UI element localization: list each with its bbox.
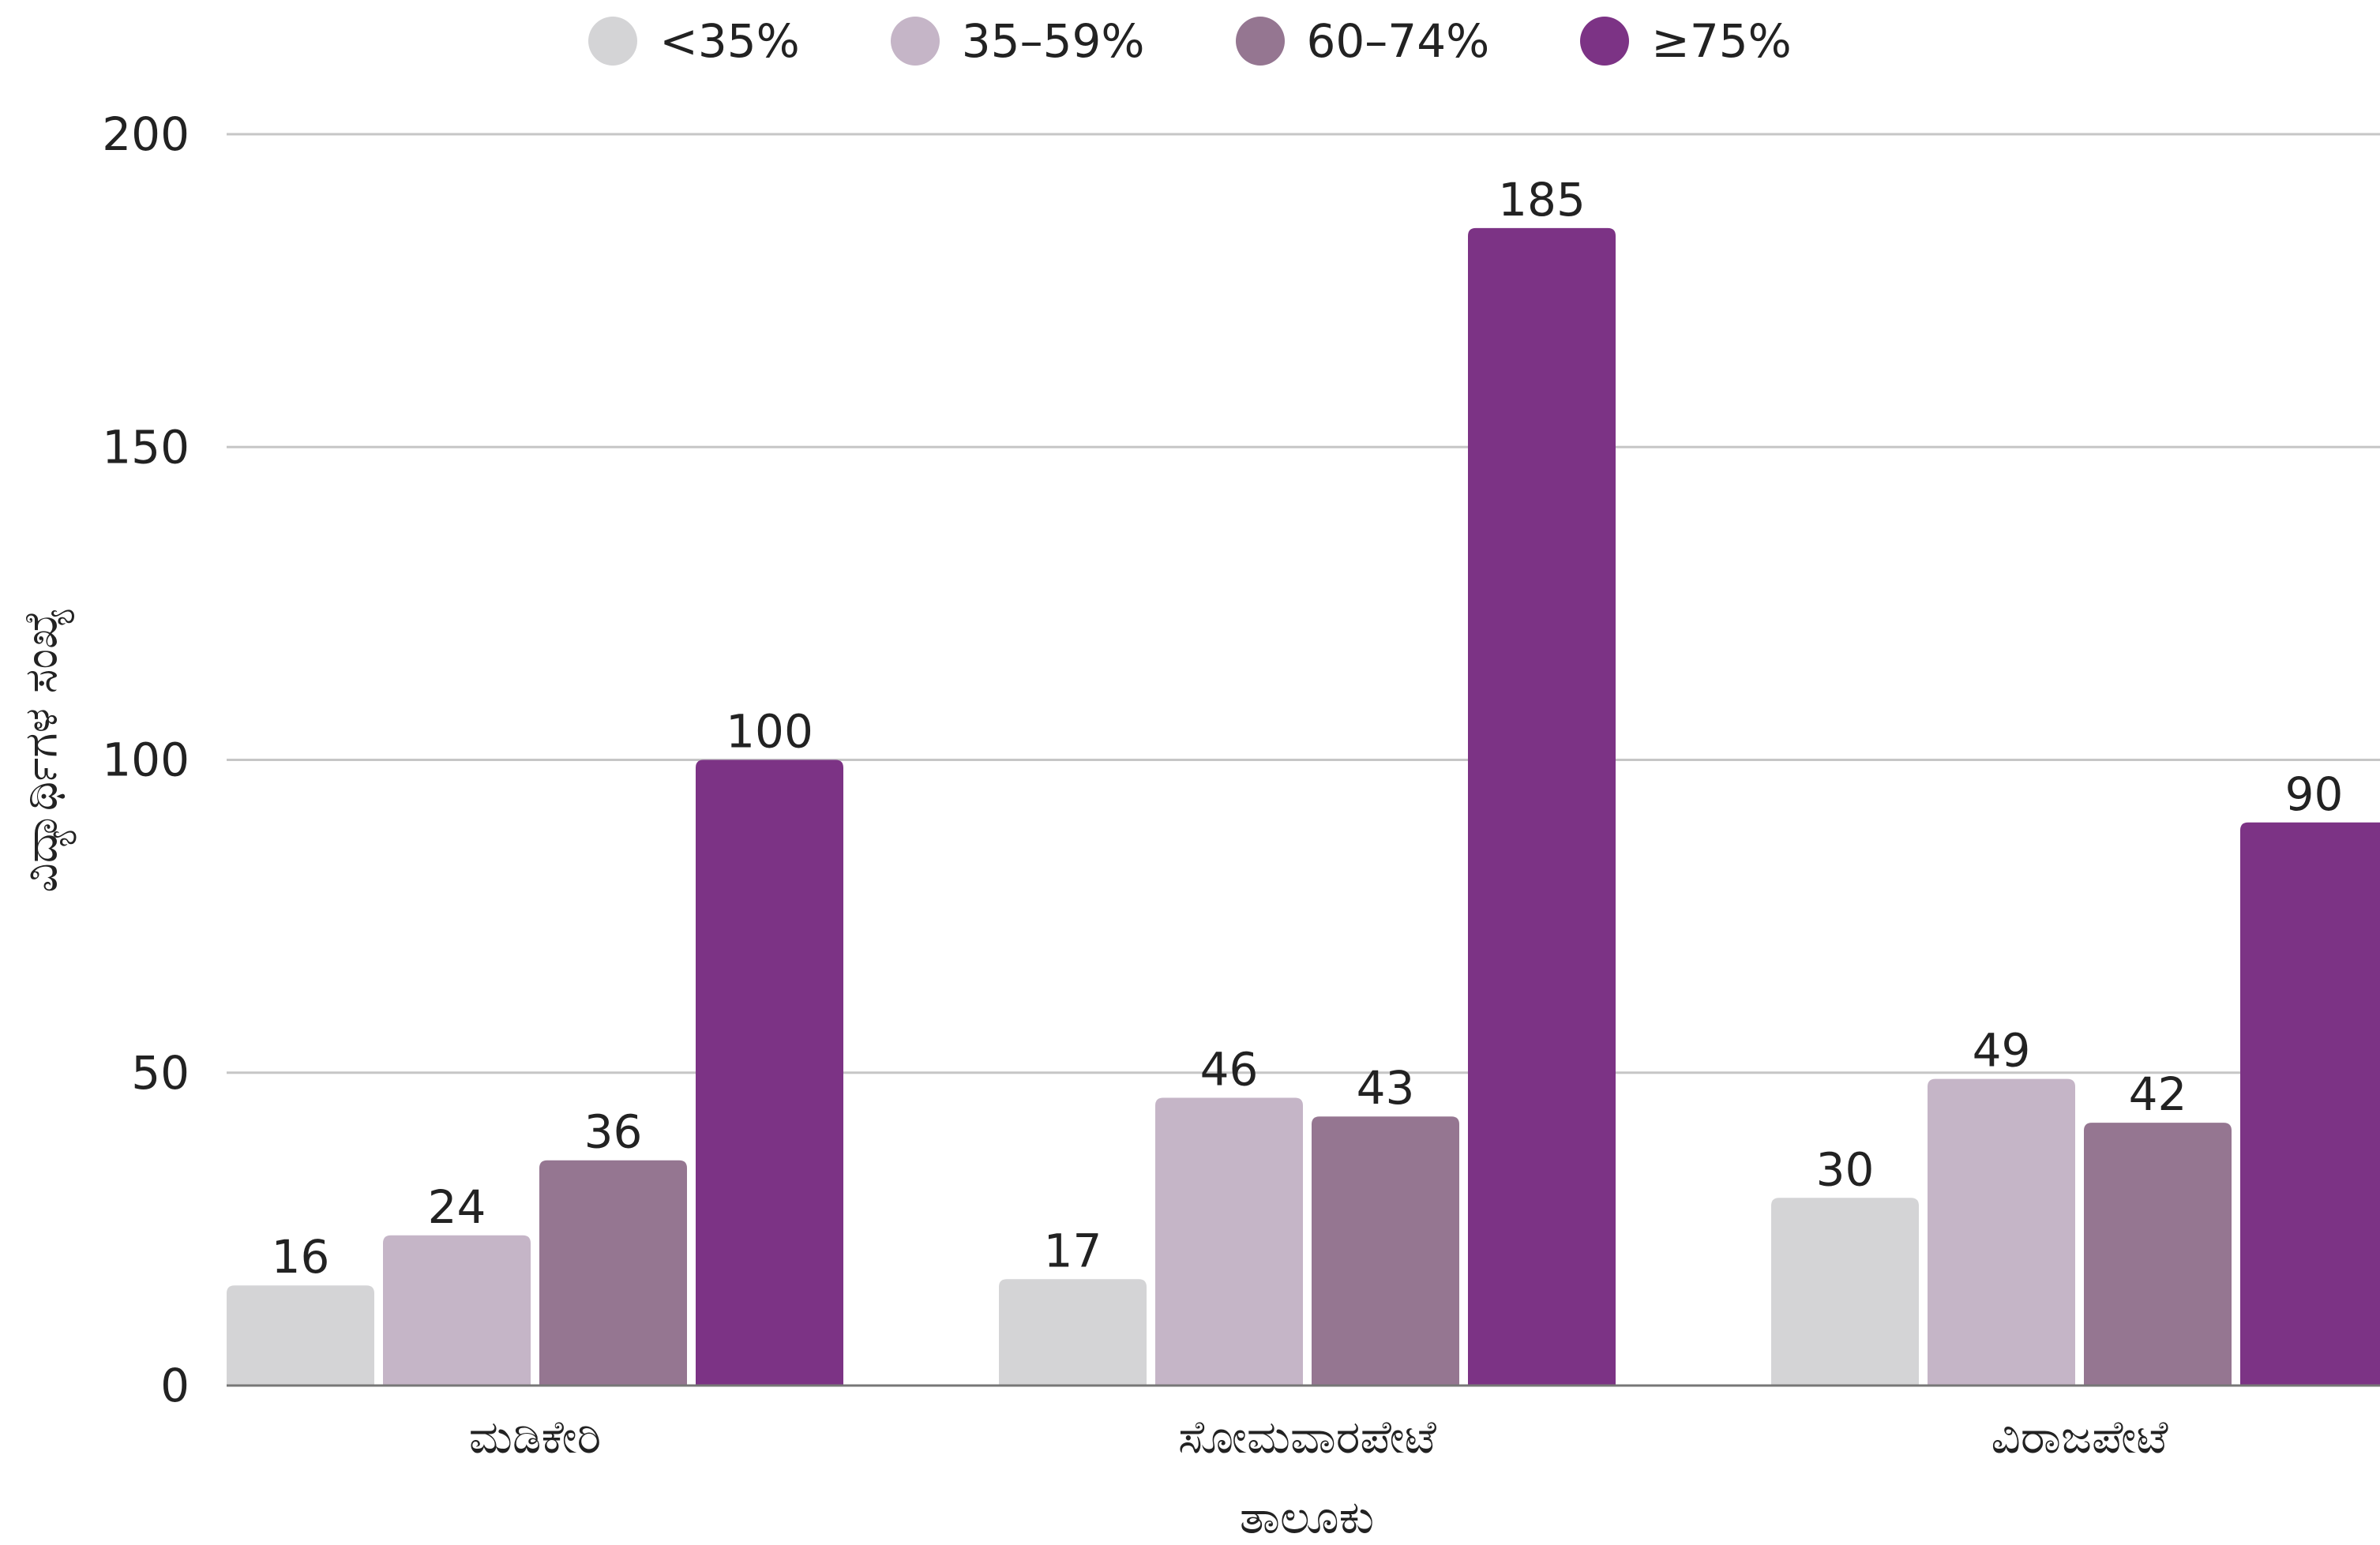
bar [227,1285,374,1386]
legend-swatch [890,17,940,66]
legend-item: 35–59% [890,14,1145,68]
bar [1771,1198,1919,1386]
x-axis-title: ತಾಲೂಕು [1239,1490,1375,1544]
bar [1312,1116,1459,1386]
bar [383,1235,531,1386]
legend-swatch [588,17,638,66]
data-label: 36 [584,1105,643,1159]
data-label: 46 [1200,1042,1259,1096]
bar [539,1160,687,1386]
data-label: 42 [2129,1067,2187,1121]
data-label: 185 [1498,173,1586,227]
y-tick-label: 0 [160,1359,190,1412]
data-label: 100 [726,705,813,759]
legend-label: ≥75% [1651,14,1792,68]
data-label: 30 [1816,1142,1875,1196]
data-label: 17 [1044,1224,1102,1277]
legend-label: 35–59% [961,14,1145,68]
chart-legend: <35% 35–59% 60–74% ≥75% [0,14,2380,68]
bar [696,759,843,1386]
y-tick-label: 50 [131,1046,190,1100]
legend-label: <35% [659,14,800,68]
legend-item: ≥75% [1580,14,1792,68]
legend-swatch [1235,17,1285,66]
bar [1155,1097,1303,1386]
legend-item: 60–74% [1235,14,1490,68]
legend-label: 60–74% [1306,14,1490,68]
data-label: 16 [272,1230,330,1284]
x-tick-label: ಸೋಮವಾರಪೇಟೆ [1178,1410,1437,1464]
bar [1468,227,1616,1386]
bar [2084,1123,2232,1386]
bar [2240,822,2380,1386]
bar [1928,1078,2075,1386]
legend-item: <35% [588,14,800,68]
x-tick-label: ವಿರಾಜಪೇಟೆ [1991,1410,2168,1464]
y-tick-label: 200 [102,107,190,161]
data-label: 90 [2285,767,2344,821]
legend-swatch [1580,17,1630,66]
data-label: 49 [1973,1024,2031,1078]
bar [999,1279,1147,1386]
data-label: 43 [1357,1061,1415,1115]
y-tick-label: 100 [102,733,190,787]
y-tick-label: 150 [102,420,190,474]
data-label: 24 [428,1180,486,1234]
x-tick-label: ಮಡಿಕೇರಿ [469,1410,601,1464]
